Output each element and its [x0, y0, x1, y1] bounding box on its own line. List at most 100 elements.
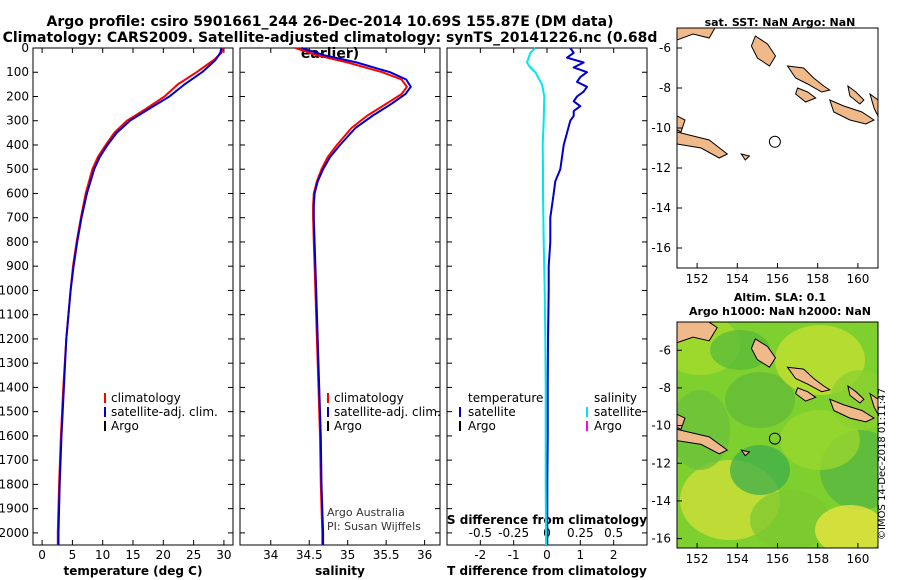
depth-tick-label: 1200: [0, 332, 29, 346]
salinity-axis-tick-label: 35: [340, 548, 355, 562]
figure-title-line-1: Argo profile: csiro 5901661_244 26-Dec-2…: [46, 14, 614, 30]
difference-legend-left-label: satellite: [468, 405, 516, 419]
sla-anomaly-patch: [815, 505, 878, 548]
salinity-climatology-line: [295, 47, 408, 545]
depth-tick-label: 1500: [0, 405, 29, 419]
temperature-axis-tick-label: 25: [186, 548, 201, 562]
temperature-difference-axis-label: T difference from climatology: [447, 564, 647, 578]
salinity-axis-tick-label: 35.5: [373, 548, 400, 562]
sla-island-outline: [795, 387, 817, 402]
sla-map-title-line-2: Argo h1000: NaN h2000: NaN: [688, 305, 872, 318]
sla-y-tick-label: -12: [651, 456, 671, 470]
sla-anomaly-patch: [780, 410, 860, 470]
sla-y-tick-label: -10: [651, 419, 671, 433]
temperature-legend-label: satellite-adj. clim.: [111, 405, 218, 419]
temperature-satellite-line: [57, 47, 223, 545]
salinity-axis-tick-label: 34.5: [296, 548, 323, 562]
sst-y-tick-label: -14: [651, 201, 671, 215]
depth-tick-label: 1100: [0, 308, 29, 322]
temperature-climatology-line: [56, 47, 225, 545]
sst-island-outline: [740, 153, 751, 161]
salinity-difference-tick-label: -0.5: [469, 526, 492, 540]
sla-anomaly-patch: [750, 490, 830, 548]
sla-island-outline: [677, 322, 718, 344]
temperature-difference-axis-tick-label: -1: [508, 548, 520, 562]
depth-tick-label: 1400: [0, 380, 29, 394]
sst-map-title: sat. SST: NaN Argo: NaN: [704, 16, 856, 29]
sla-argo-position-marker: [768, 432, 781, 445]
sla-island-outline: [828, 398, 876, 423]
sla-content: [677, 322, 878, 548]
sst-island-outline: [869, 92, 878, 117]
depth-tick-label: 800: [6, 235, 29, 249]
sst-y-tick-label: -6: [659, 41, 671, 55]
temperature-axis-tick-label: 30: [216, 548, 231, 562]
salinity-legend-label: climatology: [334, 391, 404, 405]
sla-x-tick-label: 156: [766, 552, 789, 566]
sst-x-tick-label: 156: [766, 272, 789, 286]
argo-australia-annotation: Argo Australia: [327, 506, 405, 519]
sla-y-tick-label: -16: [651, 532, 671, 546]
depth-tick-label: 0: [21, 41, 29, 55]
sla-island-outline: [786, 366, 832, 393]
sla-x-tick-label: 154: [726, 552, 749, 566]
sla-y-tick-label: -14: [651, 494, 671, 508]
depth-tick-label: 1600: [0, 429, 29, 443]
sst-island-outline: [828, 99, 876, 125]
sla-x-tick-label: 160: [846, 552, 869, 566]
credit-text: ©IMOS 14-Dec-2018 01:11:47: [877, 388, 888, 540]
difference-legend-right-label: Argo: [594, 419, 622, 433]
sla-x-tick-label: 158: [806, 552, 829, 566]
salinity-plot-frame: [239, 47, 441, 546]
salinity-axis-tick-label: 34: [263, 548, 278, 562]
sst-island-outline: [847, 84, 865, 105]
sst-island-outline: [795, 87, 817, 103]
temperature-difference-axis-tick-label: 1: [577, 548, 585, 562]
salinity-satellite-line: [301, 47, 412, 545]
depth-tick-label: 1900: [0, 502, 29, 516]
sla-anomaly-patch: [725, 372, 795, 428]
temperature-axis-label: temperature (deg C): [64, 564, 203, 578]
salinity-difference-tick-label: 0.5: [604, 526, 623, 540]
sst-y-tick-label: -16: [651, 241, 671, 255]
sla-y-tick-label: -8: [659, 381, 671, 395]
depth-tick-label: 1300: [0, 356, 29, 370]
pi-annotation: PI: Susan Wijffels: [327, 520, 421, 533]
depth-tick-label: 1000: [0, 283, 29, 297]
salinity-difference-tick-label: -0.25: [498, 526, 529, 540]
depth-tick-label: 700: [6, 211, 29, 225]
temperature-difference-axis-tick-label: 2: [610, 548, 618, 562]
sst-island-outline: [677, 131, 729, 159]
sla-anomaly-patch: [730, 445, 790, 495]
sla-island-outline: [740, 449, 751, 457]
temperature-difference-axis-tick-label: 0: [543, 548, 551, 562]
sst-x-tick-label: 154: [726, 272, 749, 286]
depth-tick-label: 300: [6, 114, 29, 128]
depth-tick-label: 900: [6, 259, 29, 273]
sla-x-tick-label: 152: [686, 552, 709, 566]
sst-map-layer: [677, 28, 878, 268]
temperature-axis-tick-label: 15: [125, 548, 140, 562]
temperature-plot-frame: [32, 47, 234, 546]
salinity-legend-label: satellite-adj. clim.: [334, 405, 441, 419]
depth-tick-label: 500: [6, 162, 29, 176]
sst-y-tick-label: -12: [651, 161, 671, 175]
temperature-axis-tick-label: 10: [95, 548, 110, 562]
depth-tick-label: 600: [6, 186, 29, 200]
depth-tick-label: 200: [6, 89, 29, 103]
sla-y-tick-label: -6: [659, 343, 671, 357]
sla-island-outline: [869, 392, 878, 415]
salinity-axis-tick-label: 36: [417, 548, 432, 562]
sst-island-outline: [750, 35, 777, 67]
depth-tick-label: 1700: [0, 453, 29, 467]
temperature-axis-tick-label: 5: [69, 548, 77, 562]
sla-map-layer: [677, 322, 878, 548]
sla-map-title-line-1: Altim. SLA: 0.1: [733, 291, 827, 304]
temperature-difference-axis-tick-label: -2: [474, 548, 486, 562]
difference-legend-right-label: satellite: [594, 405, 642, 419]
sst-x-tick-label: 158: [806, 272, 829, 286]
difference-legend-left-label: Argo: [468, 419, 496, 433]
depth-tick-label: 1800: [0, 477, 29, 491]
temperature-legend-label: Argo: [111, 419, 139, 433]
